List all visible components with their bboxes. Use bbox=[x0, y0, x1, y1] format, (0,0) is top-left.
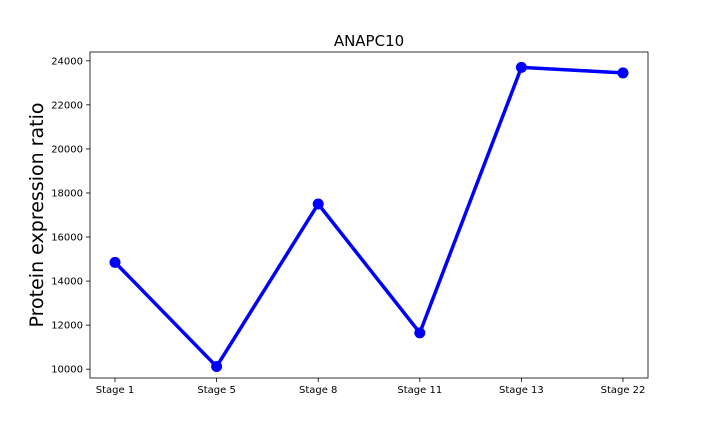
y-tick-label: 22000 bbox=[51, 100, 83, 111]
data-point bbox=[414, 327, 426, 339]
x-axis: Stage 1 Stage 5 Stage 8 Stage 11 Stage 13 Sta… bbox=[96, 378, 646, 396]
series-markers bbox=[109, 61, 629, 373]
y-tick-label: 16000 bbox=[51, 233, 83, 244]
y-tick-label: 12000 bbox=[51, 321, 83, 332]
y-axis: 10000 12000 14000 16000 18000 20000 22000 24000 bbox=[51, 56, 90, 376]
y-tick-label: 24000 bbox=[51, 56, 83, 67]
x-tick-label: Stage 5 bbox=[197, 385, 235, 396]
data-point bbox=[617, 67, 629, 79]
x-tick-label: Stage 1 bbox=[96, 385, 134, 396]
y-tick-label: 10000 bbox=[51, 365, 83, 376]
data-point bbox=[515, 61, 527, 73]
chart-title: ANAPC10 bbox=[334, 32, 404, 50]
data-point bbox=[211, 361, 223, 373]
x-tick-label: Stage 22 bbox=[601, 385, 646, 396]
y-tick-label: 14000 bbox=[51, 277, 83, 288]
plot-area-frame bbox=[89, 51, 649, 379]
data-point bbox=[109, 256, 121, 268]
data-point bbox=[312, 198, 324, 210]
y-tick-label: 18000 bbox=[51, 188, 83, 199]
x-tick-label: Stage 13 bbox=[499, 385, 544, 396]
y-tick-label: 20000 bbox=[51, 144, 83, 155]
x-tick-label: Stage 11 bbox=[397, 385, 442, 396]
series-line bbox=[113, 65, 624, 369]
y-axis-label: Protein expression ratio bbox=[26, 103, 48, 328]
x-tick-label: Stage 8 bbox=[299, 385, 337, 396]
